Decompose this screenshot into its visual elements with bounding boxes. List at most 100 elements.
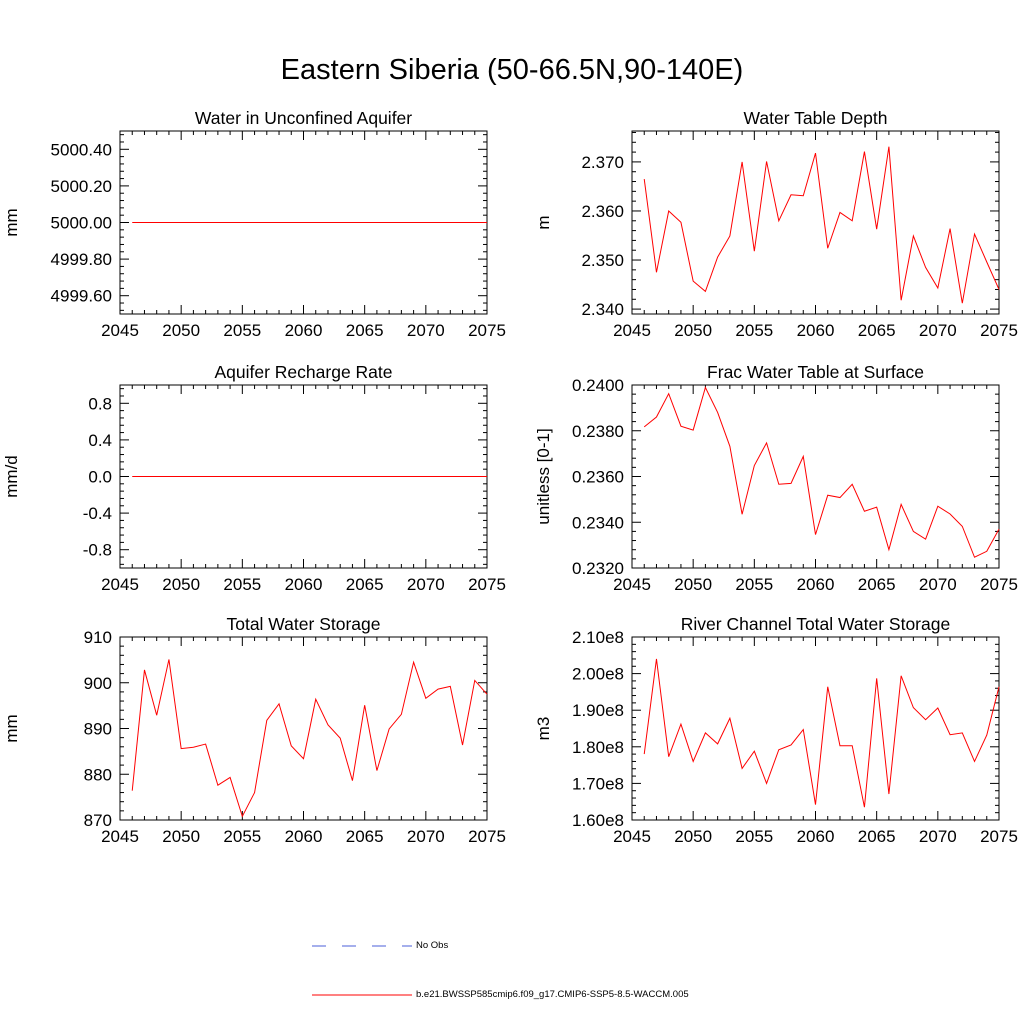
x-tick-label: 2065 — [346, 575, 384, 594]
plot-title: River Channel Total Water Storage — [681, 614, 950, 634]
x-tick-label: 2060 — [285, 321, 323, 340]
main-title: Eastern Siberia (50-66.5N,90-140E) — [280, 54, 744, 86]
y-axis-label: m — [534, 215, 553, 229]
x-tick-label: 2055 — [735, 575, 773, 594]
panel-frac-water-table: Frac Water Table at Surface 2045 2050 2055 2… — [534, 362, 1018, 594]
y-tick-label: 1.90e8 — [572, 701, 624, 720]
y-tick-label: 2.360 — [581, 202, 624, 221]
x-tick-label: 2045 — [613, 321, 651, 340]
x-tick-label: 2070 — [919, 321, 957, 340]
legend-line-model — [312, 994, 412, 996]
x-tick-label: 2075 — [468, 827, 506, 846]
y-tick-label: 2.00e8 — [572, 665, 624, 684]
y-tick-label: 4999.80 — [51, 250, 112, 269]
x-tick-label: 2055 — [223, 575, 261, 594]
y-axis-label: mm — [2, 208, 21, 236]
x-tick-label: 2070 — [407, 575, 445, 594]
y-tick-label: 0.0 — [88, 468, 112, 487]
panel-total-water-storage: Total Water Storage 2045 2050 2055 2060 2065 2… — [2, 614, 506, 846]
y-axis-label: mm — [2, 714, 21, 742]
y-tick-label: 870 — [84, 811, 112, 830]
plot-title: Aquifer Recharge Rate — [214, 362, 392, 382]
y-tick-label: 0.2340 — [572, 513, 624, 532]
y-axis-label: m3 — [534, 717, 553, 741]
legend: No Obs b.e21.BWSSP585cmip6.f09_g17.CMIP6… — [0, 930, 1024, 1000]
x-tick-label: 2065 — [858, 321, 896, 340]
x-tick-label: 2075 — [468, 321, 506, 340]
legend-label-model: b.e21.BWSSP585cmip6.f09_g17.CMIP6-SSP5-8… — [416, 989, 689, 1000]
panel-river-channel-storage: River Channel Total Water Storage 2045 205… — [534, 614, 1018, 846]
y-tick-label: 1.80e8 — [572, 738, 624, 757]
plot-frame — [631, 636, 1000, 821]
y-tick-label: 890 — [84, 720, 112, 739]
x-tick-label: 2060 — [797, 575, 835, 594]
x-tick-label: 2065 — [346, 321, 384, 340]
x-tick-label: 2055 — [735, 321, 773, 340]
x-tick-label: 2065 — [858, 575, 896, 594]
series-line — [643, 658, 1000, 808]
y-tick-label: 2.340 — [581, 300, 624, 319]
x-tick-label: 2060 — [797, 321, 835, 340]
x-tick-label: 2055 — [735, 827, 773, 846]
y-tick-label: 0.2380 — [572, 422, 624, 441]
x-tick-label: 2070 — [407, 827, 445, 846]
x-tick-label: 2050 — [162, 575, 200, 594]
plot-title: Total Water Storage — [226, 614, 380, 634]
y-tick-label: 0.2320 — [572, 559, 624, 578]
plot-title: Water in Unconfined Aquifer — [195, 108, 412, 128]
series-line — [643, 146, 1000, 304]
y-tick-label: 2.370 — [581, 153, 624, 172]
y-tick-label: 0.2360 — [572, 468, 624, 487]
x-tick-label: 2060 — [797, 827, 835, 846]
plot-frame — [119, 636, 488, 821]
y-tick-label: 1.70e8 — [572, 774, 624, 793]
x-tick-label: 2055 — [223, 827, 261, 846]
x-tick-label: 2050 — [674, 321, 712, 340]
panel-water-table-depth: Water Table Depth 2045 2050 2055 2060 2065 207… — [534, 108, 1018, 340]
x-tick-label: 2075 — [468, 575, 506, 594]
y-tick-label: 910 — [84, 628, 112, 647]
panel-recharge-rate: Aquifer Recharge Rate 2045 2050 2055 2060 206… — [2, 362, 506, 594]
x-tick-label: 2065 — [858, 827, 896, 846]
plot-title: Frac Water Table at Surface — [707, 362, 924, 382]
x-tick-label: 2070 — [919, 575, 957, 594]
x-tick-label: 2045 — [101, 575, 139, 594]
x-tick-label: 2045 — [613, 827, 651, 846]
y-axis-label: mm/d — [2, 455, 21, 498]
x-tick-label: 2045 — [613, 575, 651, 594]
x-tick-label: 2050 — [162, 321, 200, 340]
x-tick-label: 2060 — [285, 575, 323, 594]
x-tick-label: 2075 — [980, 321, 1018, 340]
y-tick-label: 5000.20 — [51, 177, 112, 196]
y-tick-label: 5000.40 — [51, 140, 112, 159]
y-tick-label: 0.8 — [88, 394, 112, 413]
x-tick-label: 2050 — [674, 575, 712, 594]
x-tick-label: 2050 — [674, 827, 712, 846]
x-tick-label: 2045 — [101, 321, 139, 340]
x-tick-label: 2070 — [919, 827, 957, 846]
x-tick-label: 2070 — [407, 321, 445, 340]
series-line — [643, 386, 1000, 558]
y-tick-label: 1.60e8 — [572, 811, 624, 830]
y-tick-label: -0.8 — [83, 541, 112, 560]
x-tick-label: 2055 — [223, 321, 261, 340]
panel-aquifer-water: Water in Unconfined Aquifer 2045 2050 2055 2… — [2, 108, 506, 340]
x-tick-label: 2075 — [980, 827, 1018, 846]
y-tick-label: 4999.60 — [51, 287, 112, 306]
plot-frame — [631, 384, 1000, 569]
legend-label-obs: No Obs — [416, 940, 449, 951]
y-tick-label: 5000.00 — [51, 214, 112, 233]
y-axis-label: unitless [0-1] — [534, 428, 553, 524]
x-tick-label: 2045 — [101, 827, 139, 846]
y-tick-label: 2.350 — [581, 251, 624, 270]
y-tick-label: -0.4 — [83, 504, 112, 523]
y-tick-label: 900 — [84, 674, 112, 693]
y-tick-label: 0.4 — [88, 431, 112, 450]
y-tick-label: 2.10e8 — [572, 628, 624, 647]
x-tick-label: 2050 — [162, 827, 200, 846]
y-tick-label: 0.2400 — [572, 376, 624, 395]
y-tick-label: 880 — [84, 765, 112, 784]
series-line — [131, 659, 488, 818]
x-tick-label: 2060 — [285, 827, 323, 846]
legend-line-obs — [312, 945, 412, 947]
